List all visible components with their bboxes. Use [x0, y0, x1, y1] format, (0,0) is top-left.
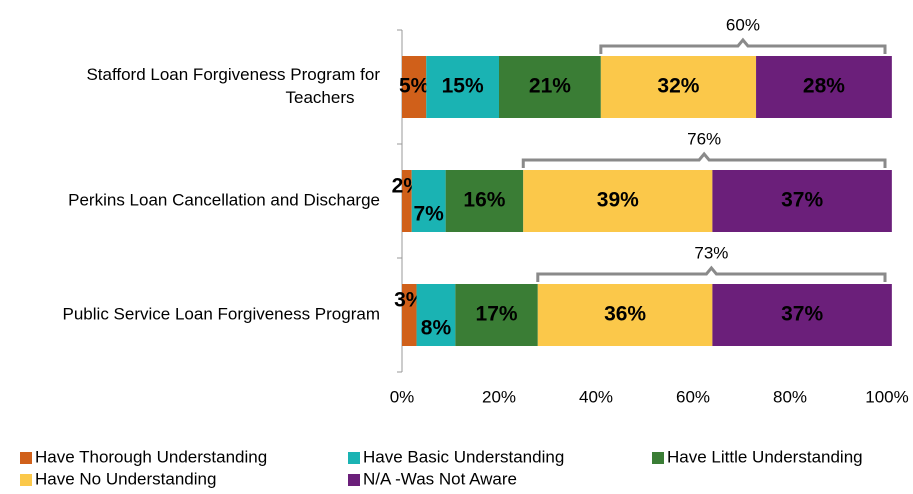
bar-segment: [712, 170, 892, 232]
data-label: 15%: [442, 75, 484, 98]
x-tick-label: 0%: [390, 387, 415, 406]
category-label: Public Service Loan Forgiveness Program: [63, 304, 380, 323]
legend-label: Have No Understanding: [35, 469, 216, 488]
bar-segment: [523, 170, 713, 232]
data-label: 28%: [803, 75, 845, 98]
data-label: 32%: [657, 75, 699, 98]
x-tick-label: 80%: [773, 387, 807, 406]
data-label: 16%: [463, 189, 505, 212]
x-tick-label: 100%: [865, 387, 908, 406]
legend-label: N/A -Was Not Aware: [363, 469, 517, 488]
bar-segment: [416, 284, 456, 346]
bracket-label: 76%: [687, 129, 721, 148]
legend-label: Have Basic Understanding: [363, 447, 564, 466]
legend-swatch: [20, 452, 32, 464]
data-label: 39%: [597, 189, 639, 212]
data-label: 36%: [604, 303, 646, 326]
x-tick-label: 40%: [579, 387, 613, 406]
data-label: 5%: [399, 75, 430, 98]
data-label: 37%: [781, 303, 823, 326]
bar-segment: [402, 170, 412, 232]
legend-swatch: [348, 474, 360, 486]
data-label: 8%: [421, 317, 452, 340]
bracket: [521, 151, 887, 168]
legend-swatch: [348, 452, 360, 464]
data-label: 21%: [529, 75, 571, 98]
bar-segment: [411, 170, 446, 232]
bar-segment: [712, 284, 892, 346]
category-label: Stafford Loan Forgiveness Program for Tea…: [86, 65, 380, 107]
bracket: [599, 37, 887, 54]
bar-segment: [499, 56, 601, 118]
bar-segment: [600, 56, 757, 118]
x-tick-label: 20%: [482, 387, 516, 406]
bar-segment: [537, 284, 713, 346]
x-tick-label: 60%: [676, 387, 710, 406]
data-label: 17%: [476, 303, 518, 326]
bar-segment: [402, 284, 417, 346]
bar-segment: [402, 56, 427, 118]
bar-segment: [455, 284, 538, 346]
bar-segment: [756, 56, 892, 118]
category-label: Perkins Loan Cancellation and Discharge: [68, 190, 380, 209]
bar-segment: [445, 170, 524, 232]
data-label: 7%: [413, 203, 444, 226]
legend-label: Have Thorough Understanding: [35, 447, 267, 466]
legend-label: Have Little Understanding: [667, 447, 863, 466]
data-label: 37%: [781, 189, 823, 212]
bracket-label: 73%: [694, 243, 728, 262]
bar-segment: [426, 56, 499, 118]
legend-swatch: [652, 452, 664, 464]
legend-swatch: [20, 474, 32, 486]
bracket-label: 60%: [726, 15, 760, 34]
bracket: [536, 265, 887, 282]
